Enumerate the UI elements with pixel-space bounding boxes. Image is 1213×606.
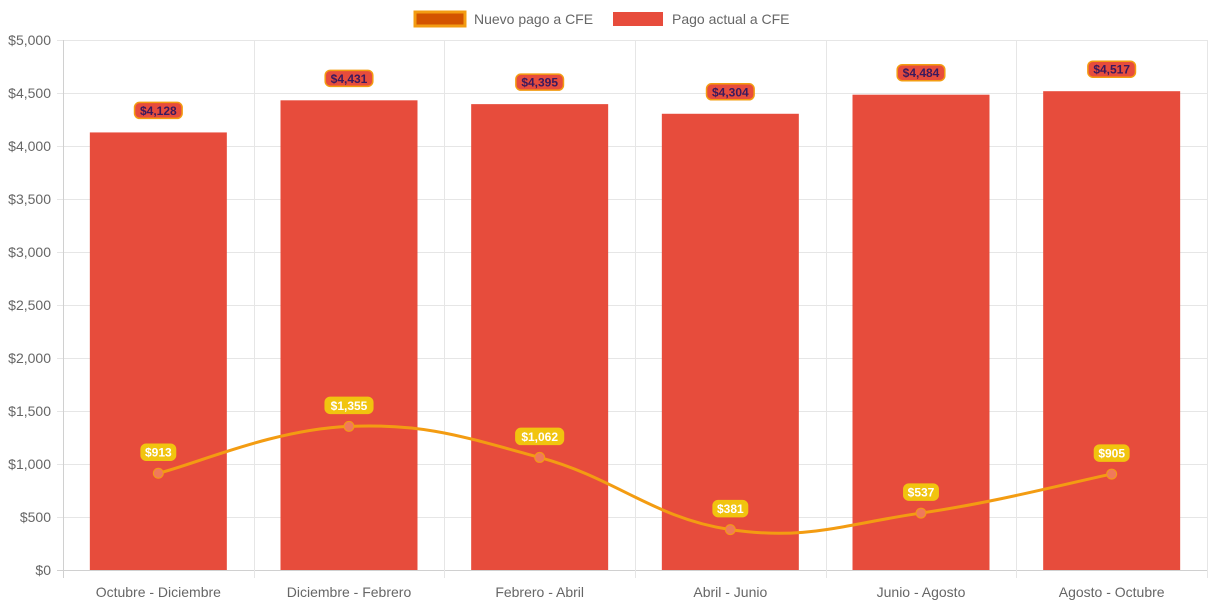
x-tick-label: Octubre - Diciembre [96, 584, 221, 600]
y-tick-label: $4,500 [8, 85, 51, 101]
line-data-label: $537 [908, 486, 935, 500]
y-tick-label: $3,000 [8, 244, 51, 260]
line-data-label-bg [324, 396, 374, 415]
bar-data-label: $4,431 [331, 72, 368, 86]
line-data-label: $381 [717, 502, 744, 516]
line-data-label: $905 [1098, 447, 1125, 461]
bar [471, 104, 609, 570]
x-tick-label: Junio - Agosto [877, 584, 966, 600]
bar-data-label-bg [705, 83, 755, 101]
y-tick-label: $500 [20, 509, 51, 525]
line-point [152, 467, 164, 479]
line-point [915, 507, 927, 519]
legend-swatch-bar [613, 12, 663, 26]
bar-data-label-bg [896, 63, 946, 82]
line-data-label-bg [1093, 444, 1130, 462]
y-tick-label: $2,500 [8, 297, 51, 313]
x-tick-label: Agosto - Octubre [1059, 584, 1165, 600]
legend-swatch-line [413, 10, 467, 28]
bar-data-label-bg [324, 69, 374, 88]
y-tick-label: $1,000 [8, 456, 51, 472]
legend-label: Pago actual a CFE [672, 11, 790, 27]
x-tick-label: Diciembre - Febrero [287, 584, 412, 600]
y-tick-label: $5,000 [8, 32, 51, 48]
bar-data-label-bg [133, 101, 183, 120]
line-data-label: $1,062 [521, 430, 558, 444]
line-data-label: $1,355 [331, 399, 368, 413]
series-line [157, 424, 1112, 535]
bar-data-label: $4,517 [1093, 63, 1130, 77]
bar [1043, 91, 1181, 570]
bar [89, 132, 227, 570]
line-data-label-bg [712, 499, 749, 518]
y-tick-label: $2,000 [8, 350, 51, 366]
y-tick-label: $0 [35, 562, 51, 578]
y-tick-label: $4,000 [8, 138, 51, 154]
line-data-label-bg [903, 483, 939, 501]
line-data-label: $913 [145, 446, 172, 460]
bar-data-label-bg [1087, 60, 1137, 78]
line-data-label-bg [515, 427, 565, 446]
line-point [343, 420, 355, 432]
x-tick-label: Abril - Junio [693, 584, 767, 600]
legend-label: Nuevo pago a CFE [474, 11, 593, 27]
bar-data-label: $4,484 [903, 66, 940, 80]
bar [661, 113, 799, 570]
line-point [1106, 468, 1118, 480]
line-point [724, 524, 736, 536]
line-data-label-bg [140, 443, 177, 461]
y-tick-label: $3,500 [8, 191, 51, 207]
bar-data-label: $4,304 [712, 85, 749, 99]
bar-data-label-bg [515, 73, 565, 91]
x-tick-label: Febrero - Abril [495, 584, 584, 600]
y-tick-label: $1,500 [8, 403, 51, 419]
bar-data-label: $4,128 [140, 104, 177, 118]
line-point [534, 451, 546, 463]
bar-data-label: $4,395 [521, 76, 558, 90]
bar [280, 100, 418, 571]
